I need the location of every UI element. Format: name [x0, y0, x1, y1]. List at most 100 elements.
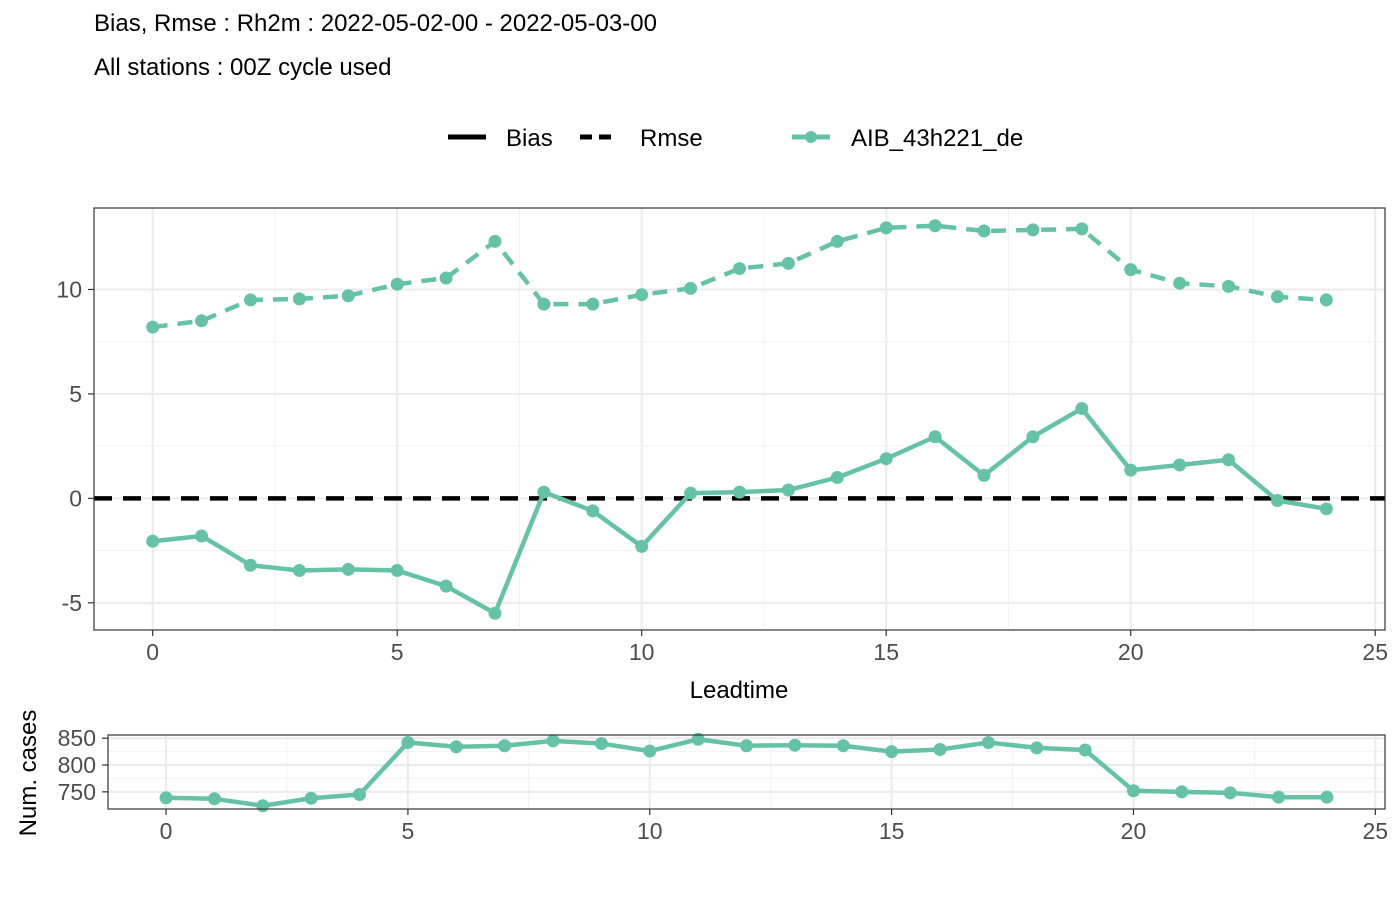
bias-data-point [928, 430, 942, 444]
y-tick-label: 10 [56, 276, 82, 302]
chart-title: Bias, Rmse : Rh2m : 2022-05-02-00 - 2022… [94, 10, 657, 37]
data-point [1272, 790, 1286, 804]
data-point [207, 792, 221, 806]
bias-data-point [586, 504, 600, 518]
bias-data-point [195, 529, 209, 543]
y-tick-label: 850 [58, 725, 96, 751]
x-tick-label: 25 [1362, 639, 1388, 665]
data-point [449, 740, 463, 754]
data-point [933, 742, 947, 756]
bias-data-point [1319, 502, 1333, 516]
data-point [691, 732, 705, 746]
bias-data-point [537, 485, 551, 499]
rmse-data-point [1270, 290, 1284, 304]
rmse-data-point [292, 292, 306, 306]
y-tick-label: 800 [58, 752, 96, 778]
data-point [643, 744, 657, 758]
legend-rmse-label: Rmse [640, 125, 703, 152]
rmse-data-point [341, 289, 355, 303]
x-tick-label: 25 [1363, 818, 1389, 844]
bias-data-point [1173, 458, 1187, 472]
x-tick-label: 10 [637, 818, 663, 844]
rmse-data-point [1026, 223, 1040, 237]
data-point [740, 739, 753, 753]
bias-data-point [781, 483, 795, 497]
legend: Bias Rmse AIB_43h221_de [448, 125, 1023, 152]
rmse-data-point [243, 293, 257, 307]
main-x-axis: 0 5 10 15 20 25 [146, 630, 1388, 665]
data-point [1320, 790, 1334, 804]
data-point [353, 788, 367, 802]
x-tick-label: 5 [402, 818, 415, 844]
data-point [546, 734, 560, 748]
legend-model-key-point [805, 131, 817, 143]
main-series-points [146, 219, 1333, 620]
rmse-data-point [1222, 279, 1236, 293]
rmse-data-point [195, 314, 209, 328]
bias-data-point [1075, 402, 1089, 416]
bias-data-point [488, 606, 502, 620]
rmse-data-point [586, 297, 600, 311]
rmse-data-point [537, 297, 551, 311]
legend-bias-label: Bias [506, 125, 553, 152]
bias-data-point [1124, 463, 1138, 477]
rmse-data-point [684, 281, 698, 295]
data-point [836, 739, 850, 753]
y-tick-label: -5 [62, 590, 82, 616]
bias-data-point [1026, 430, 1040, 444]
x-tick-label: 0 [160, 818, 173, 844]
count-y-axis-title: Num. cases [15, 710, 42, 837]
data-point [159, 791, 173, 805]
rmse-data-point [488, 234, 502, 248]
count-series-points [159, 732, 1334, 813]
x-tick-label: 20 [1118, 639, 1144, 665]
y-tick-label: 5 [69, 381, 82, 407]
rmse-data-point [439, 271, 453, 285]
rmse-data-point [830, 234, 844, 248]
data-point [1078, 743, 1092, 757]
bias-data-point [292, 563, 306, 577]
bias-data-point [390, 563, 404, 577]
main-plot-panel: 0 5 10 15 20 25 -5 0 5 10 Leadtime [56, 207, 1388, 704]
rmse-data-point [146, 320, 160, 334]
data-point [1175, 785, 1189, 799]
count-x-axis: 0 5 10 15 20 25 [160, 809, 1388, 844]
rmse-data-point [733, 262, 746, 276]
data-point [885, 745, 899, 759]
rmse-data-point [635, 288, 649, 302]
x-tick-label: 0 [146, 639, 159, 665]
rmse-data-point [1319, 293, 1333, 307]
bias-data-point [879, 452, 893, 466]
bias-data-point [341, 562, 355, 576]
x-tick-label: 5 [391, 639, 404, 665]
rmse-data-point [1173, 276, 1187, 290]
data-point [1030, 741, 1044, 755]
rmse-data-point [1124, 263, 1138, 277]
y-tick-label: 0 [69, 485, 82, 511]
count-panel-border [107, 734, 1386, 810]
bias-data-point [439, 579, 453, 593]
bias-data-point [830, 470, 844, 484]
data-point [1126, 784, 1140, 798]
main-y-axis: -5 0 5 10 [56, 276, 94, 616]
data-point [594, 737, 608, 751]
bias-data-point [243, 558, 257, 572]
bias-data-point [733, 485, 746, 499]
bias-data-point [146, 534, 160, 548]
bias-data-point [1270, 493, 1284, 507]
rmse-data-point [879, 221, 893, 235]
data-point [256, 799, 270, 813]
data-point [981, 736, 995, 750]
bias-data-point [977, 468, 991, 482]
rmse-series-line [152, 223, 1327, 330]
rmse-data-point [390, 277, 404, 291]
x-tick-label: 15 [879, 818, 905, 844]
data-point [788, 738, 802, 752]
data-point [401, 736, 415, 750]
bias-data-point [684, 486, 698, 500]
bias-data-point [635, 539, 649, 553]
rmse-data-point [1075, 222, 1089, 236]
x-tick-label: 10 [629, 639, 655, 665]
